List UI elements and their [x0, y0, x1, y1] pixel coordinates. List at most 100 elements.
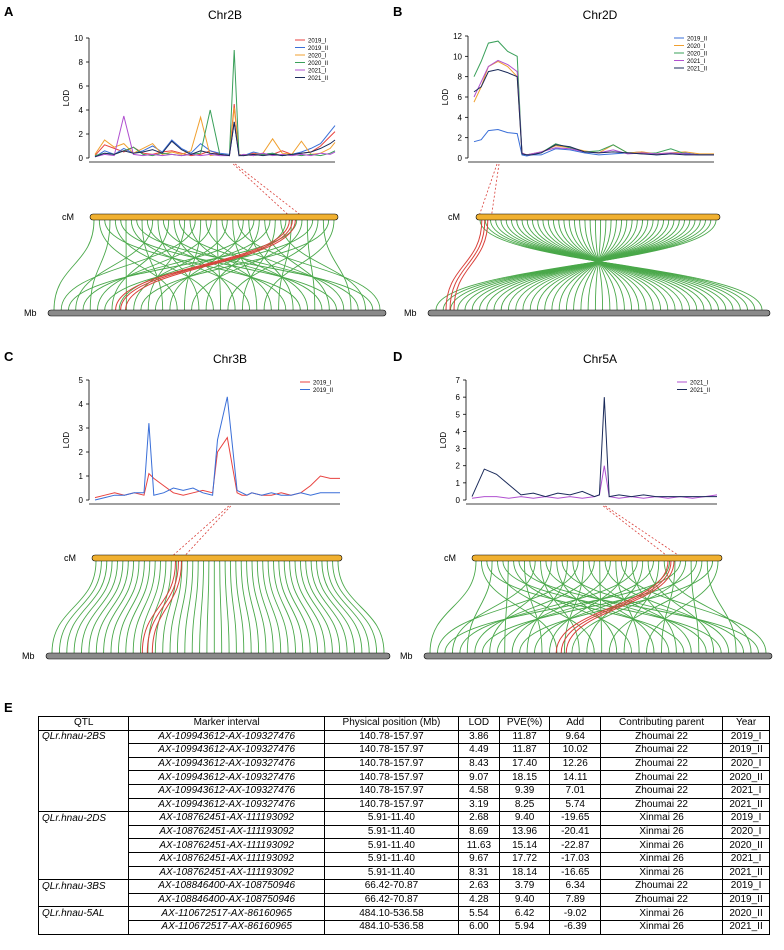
table-row: AX-108846400-AX-108750946 66.42-70.87 4.28…: [37, 892, 770, 908]
marker-link: [646, 560, 719, 654]
lod-cell: 5.54: [458, 906, 500, 921]
y-tick-label: 10: [453, 52, 462, 61]
y-tick-label: 10: [74, 34, 83, 43]
marker-link: [130, 219, 251, 311]
y-axis-label: LOD: [62, 90, 71, 107]
year-cell: 2020_II: [722, 906, 770, 921]
qtl-cell: [37, 852, 130, 867]
marker-link: [584, 219, 618, 311]
marker-link: [98, 219, 178, 311]
y-tick-label: 4: [458, 113, 463, 122]
table-row: QLr.hnau-5AL AX-110672517-AX-86160965 484.…: [37, 906, 770, 921]
marker-link: [140, 560, 161, 654]
year-cell: 2020_II: [722, 838, 770, 853]
qtl-cell: [37, 866, 130, 880]
marker-link: [608, 560, 703, 654]
marker-link: [429, 560, 477, 654]
y-tick-label: 3: [456, 445, 461, 454]
marker-link: [513, 560, 633, 654]
legend-entry: 2020_II: [687, 52, 707, 58]
pve-cell: 17.72: [498, 851, 551, 867]
panel-letter-e: E: [4, 700, 13, 715]
year-cell: 2021_I: [722, 851, 770, 867]
panel-letter-b: B: [393, 4, 403, 19]
qtl-marker-link: [555, 560, 669, 654]
cm-label: cM: [64, 553, 76, 563]
column-header: Add: [549, 716, 602, 731]
marker-link: [246, 560, 260, 654]
table-row: AX-109943612-AX-109327476 140.78-157.97 4.…: [37, 743, 770, 758]
contributing-parent-cell: Xinmai 26: [600, 865, 724, 881]
add-cell: 10.02: [549, 743, 602, 758]
year-cell: 2021_II: [722, 865, 770, 881]
y-tick-label: 6: [456, 393, 461, 402]
marker-link: [97, 219, 212, 311]
marker-link: [264, 219, 330, 311]
marker-link: [540, 560, 580, 654]
mb-label: Mb: [400, 651, 413, 661]
y-tick-label: 2: [79, 130, 84, 139]
legend-entry: 2020_I: [308, 54, 327, 60]
contributing-parent-cell: Zhoumai 22: [600, 797, 724, 813]
y-tick-label: 0: [79, 496, 84, 505]
marker-link: [125, 560, 151, 654]
marker-interval-cell: AX-110672517-AX-86160965: [128, 906, 325, 921]
contributing-parent-cell: Xinmai 26: [600, 838, 724, 853]
add-cell: 9.64: [549, 729, 602, 745]
pve-cell: 11.87: [498, 743, 551, 758]
column-header: QTL: [37, 716, 130, 731]
marker-link: [466, 560, 493, 654]
marker-link: [75, 219, 154, 311]
marker-link: [184, 560, 194, 654]
physical-map-bar: [47, 309, 387, 317]
marker-interval-cell: AX-109943612-AX-109327476: [128, 756, 325, 772]
pve-cell: 17.40: [498, 756, 551, 772]
marker-link: [58, 560, 102, 654]
marker-interval-cell: AX-108846400-AX-108750946: [128, 892, 325, 908]
lod-cell: 9.67: [458, 851, 500, 867]
marker-link: [563, 219, 647, 311]
guide-line: [605, 505, 679, 556]
marker-interval-cell: AX-109943612-AX-109327476: [128, 783, 325, 799]
pve-cell: 15.14: [498, 838, 551, 853]
qtl-cell: [37, 770, 130, 785]
contributing-parent-cell: Zhoumai 22: [600, 743, 724, 758]
lod-cell: 2.63: [458, 879, 500, 894]
legend-entry: 2021_I: [308, 69, 327, 75]
qtl-cell: QLr.hnau-3BS: [37, 879, 130, 894]
y-tick-label: 8: [79, 58, 84, 67]
add-cell: 14.11: [549, 770, 602, 785]
contributing-parent-cell: Zhoumai 22: [600, 770, 724, 785]
marker-interval-cell: AX-108762451-AX-111193092: [128, 811, 325, 826]
physical-position-cell: 140.78-157.97: [323, 797, 460, 813]
cm-label: cM: [444, 553, 456, 563]
physical-position-cell: 66.42-70.87: [323, 892, 460, 908]
physical-position-cell: 484.10-536.58: [323, 919, 460, 935]
guide-line: [173, 505, 230, 556]
marker-link: [189, 219, 272, 311]
marker-link: [481, 560, 697, 654]
legend-entry: 2020_II: [308, 61, 328, 67]
genetic-map-bar: [91, 554, 343, 562]
marker-link: [273, 560, 296, 654]
physical-position-cell: 140.78-157.97: [323, 770, 460, 785]
panel-title-chr2b: Chr2B: [207, 8, 242, 22]
y-tick-label: 2: [456, 462, 461, 471]
pve-cell: 9.40: [498, 811, 551, 826]
add-cell: -22.87: [549, 838, 602, 853]
legend-entry: 2021_II: [687, 67, 707, 73]
marker-link: [132, 560, 156, 654]
lod-cell: 6.00: [458, 919, 500, 935]
marker-link: [251, 560, 267, 654]
marker-link: [647, 560, 715, 654]
add-cell: 12.26: [549, 756, 602, 772]
marker-link: [594, 219, 604, 311]
contributing-parent-cell: Zhoumai 22: [600, 756, 724, 772]
marker-link: [332, 560, 378, 654]
pve-cell: 9.40: [498, 892, 551, 908]
contributing-parent-cell: Xinmai 26: [600, 824, 724, 840]
marker-link: [283, 560, 311, 654]
y-tick-label: 4: [79, 106, 84, 115]
contributing-parent-cell: Zhoumai 22: [600, 729, 724, 745]
y-tick-label: 3: [79, 424, 84, 433]
